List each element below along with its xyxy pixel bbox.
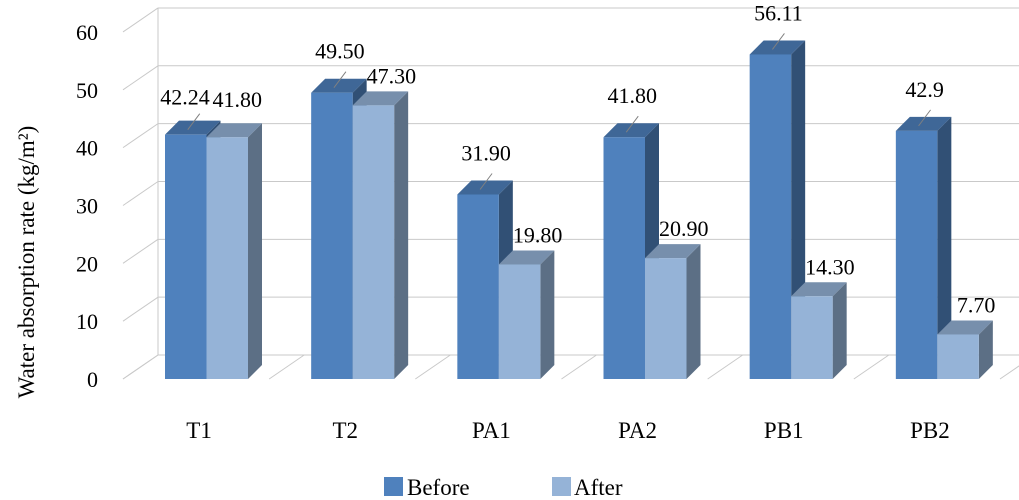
- bar-front: [311, 92, 353, 379]
- bar-top: [498, 250, 555, 265]
- bar-side: [937, 116, 952, 380]
- x-category-label: PB1: [764, 418, 804, 443]
- y-axis-title: Water absorption rate (kg/m²): [14, 126, 39, 399]
- bar-after-pa1: [498, 250, 555, 379]
- x-category-label: PA1: [472, 418, 511, 443]
- label-leader: [187, 113, 201, 130]
- x-axis-categories: T1 T2 PA1 PA2 PB1 PB2: [186, 418, 949, 443]
- bar-top: [895, 116, 952, 131]
- bar-front: [165, 134, 207, 379]
- bar-top: [206, 123, 262, 138]
- floor-divider: [415, 354, 451, 380]
- y-tick-label: 10: [76, 309, 98, 334]
- label-leader: [333, 71, 347, 88]
- data-label-before: 41.80: [608, 83, 658, 108]
- bar-before-pb2: [895, 116, 952, 380]
- label-leader: [625, 115, 639, 133]
- x-category-label: T1: [186, 418, 212, 443]
- x-category-label: T2: [332, 418, 358, 443]
- data-label-after: 47.30: [367, 63, 417, 88]
- bar-top: [937, 320, 993, 335]
- floor-divider: [853, 354, 890, 380]
- data-label-after: 41.80: [213, 87, 263, 112]
- bar-front: [457, 194, 499, 379]
- data-label-before: 42.9: [905, 77, 944, 102]
- bar-top: [791, 282, 847, 297]
- bar-side: [394, 91, 409, 379]
- data-label-after: 14.30: [805, 254, 855, 279]
- bar-after-pa2: [645, 244, 701, 379]
- bar-top: [749, 40, 806, 55]
- bar-front: [352, 105, 395, 379]
- bar-side: [248, 123, 262, 380]
- bar-top: [311, 78, 367, 93]
- bar-after-pb2: [937, 320, 993, 379]
- data-label-before: 56.11: [754, 0, 803, 25]
- bar-side: [540, 250, 555, 379]
- gridline-side: [122, 238, 159, 264]
- data-labels: 42.24 41.8049.5047.3031.9019.8041.8020.90…: [160, 0, 995, 317]
- gridline-side: [122, 123, 159, 149]
- gridline-side: [122, 65, 159, 91]
- legend-label-after: After: [574, 475, 623, 500]
- legend-label-before: Before: [407, 475, 470, 500]
- data-label-before: 42.24: [160, 85, 210, 110]
- data-label-after: 20.90: [659, 216, 709, 241]
- bar-after-pb1: [791, 282, 847, 379]
- floor-divider: [561, 354, 597, 380]
- floor-divider: [999, 365, 1019, 380]
- bar-side: [978, 320, 993, 379]
- bar-after-t1: [206, 123, 262, 380]
- x-category-label: PB2: [910, 418, 950, 443]
- legend: Before After: [384, 475, 623, 500]
- bar-top: [603, 123, 659, 138]
- bar-front: [937, 334, 979, 379]
- floor-divider: [122, 354, 159, 380]
- bar-top: [457, 180, 513, 195]
- legend-swatch-after: [552, 477, 571, 496]
- y-tick-label: 60: [76, 20, 98, 45]
- floor-divider: [707, 354, 743, 380]
- bar-top: [352, 91, 409, 106]
- bar-front: [603, 137, 645, 379]
- bar-top: [645, 244, 701, 259]
- bar-front: [791, 296, 833, 379]
- gridline-side: [122, 7, 159, 33]
- y-tick-label: 0: [87, 367, 98, 392]
- bar-front: [645, 258, 687, 379]
- label-leader: [918, 109, 931, 127]
- bar-after-t2: [352, 91, 409, 379]
- y-tick-label: 50: [76, 78, 98, 103]
- gridline-side: [122, 296, 159, 322]
- y-axis-ticks: 0 10 20 30 40 50 60: [76, 20, 98, 392]
- label-leader: [772, 33, 785, 50]
- bar-front: [206, 137, 248, 379]
- bar-front: [498, 264, 541, 379]
- bar-side: [832, 282, 847, 379]
- y-tick-label: 20: [76, 251, 98, 276]
- data-label-after: 7.70: [957, 292, 996, 317]
- bars: [165, 40, 993, 380]
- legend-swatch-before: [384, 477, 403, 496]
- bar-front: [895, 130, 938, 379]
- bar-side: [686, 244, 701, 379]
- bar-front: [749, 54, 792, 380]
- floor-divider: [268, 354, 305, 380]
- bar-top: [165, 120, 221, 135]
- bar-before-pb1: [749, 40, 806, 380]
- y-tick-label: 40: [76, 136, 98, 161]
- data-label-before: 31.90: [461, 140, 511, 165]
- gridline-side: [122, 181, 159, 206]
- label-leader: [479, 173, 493, 190]
- gridlines: [122, 7, 1019, 380]
- data-label-before: 49.50: [315, 39, 365, 64]
- y-tick-label: 30: [76, 193, 98, 218]
- data-label-after: 19.80: [513, 222, 563, 247]
- x-category-label: PA2: [618, 418, 657, 443]
